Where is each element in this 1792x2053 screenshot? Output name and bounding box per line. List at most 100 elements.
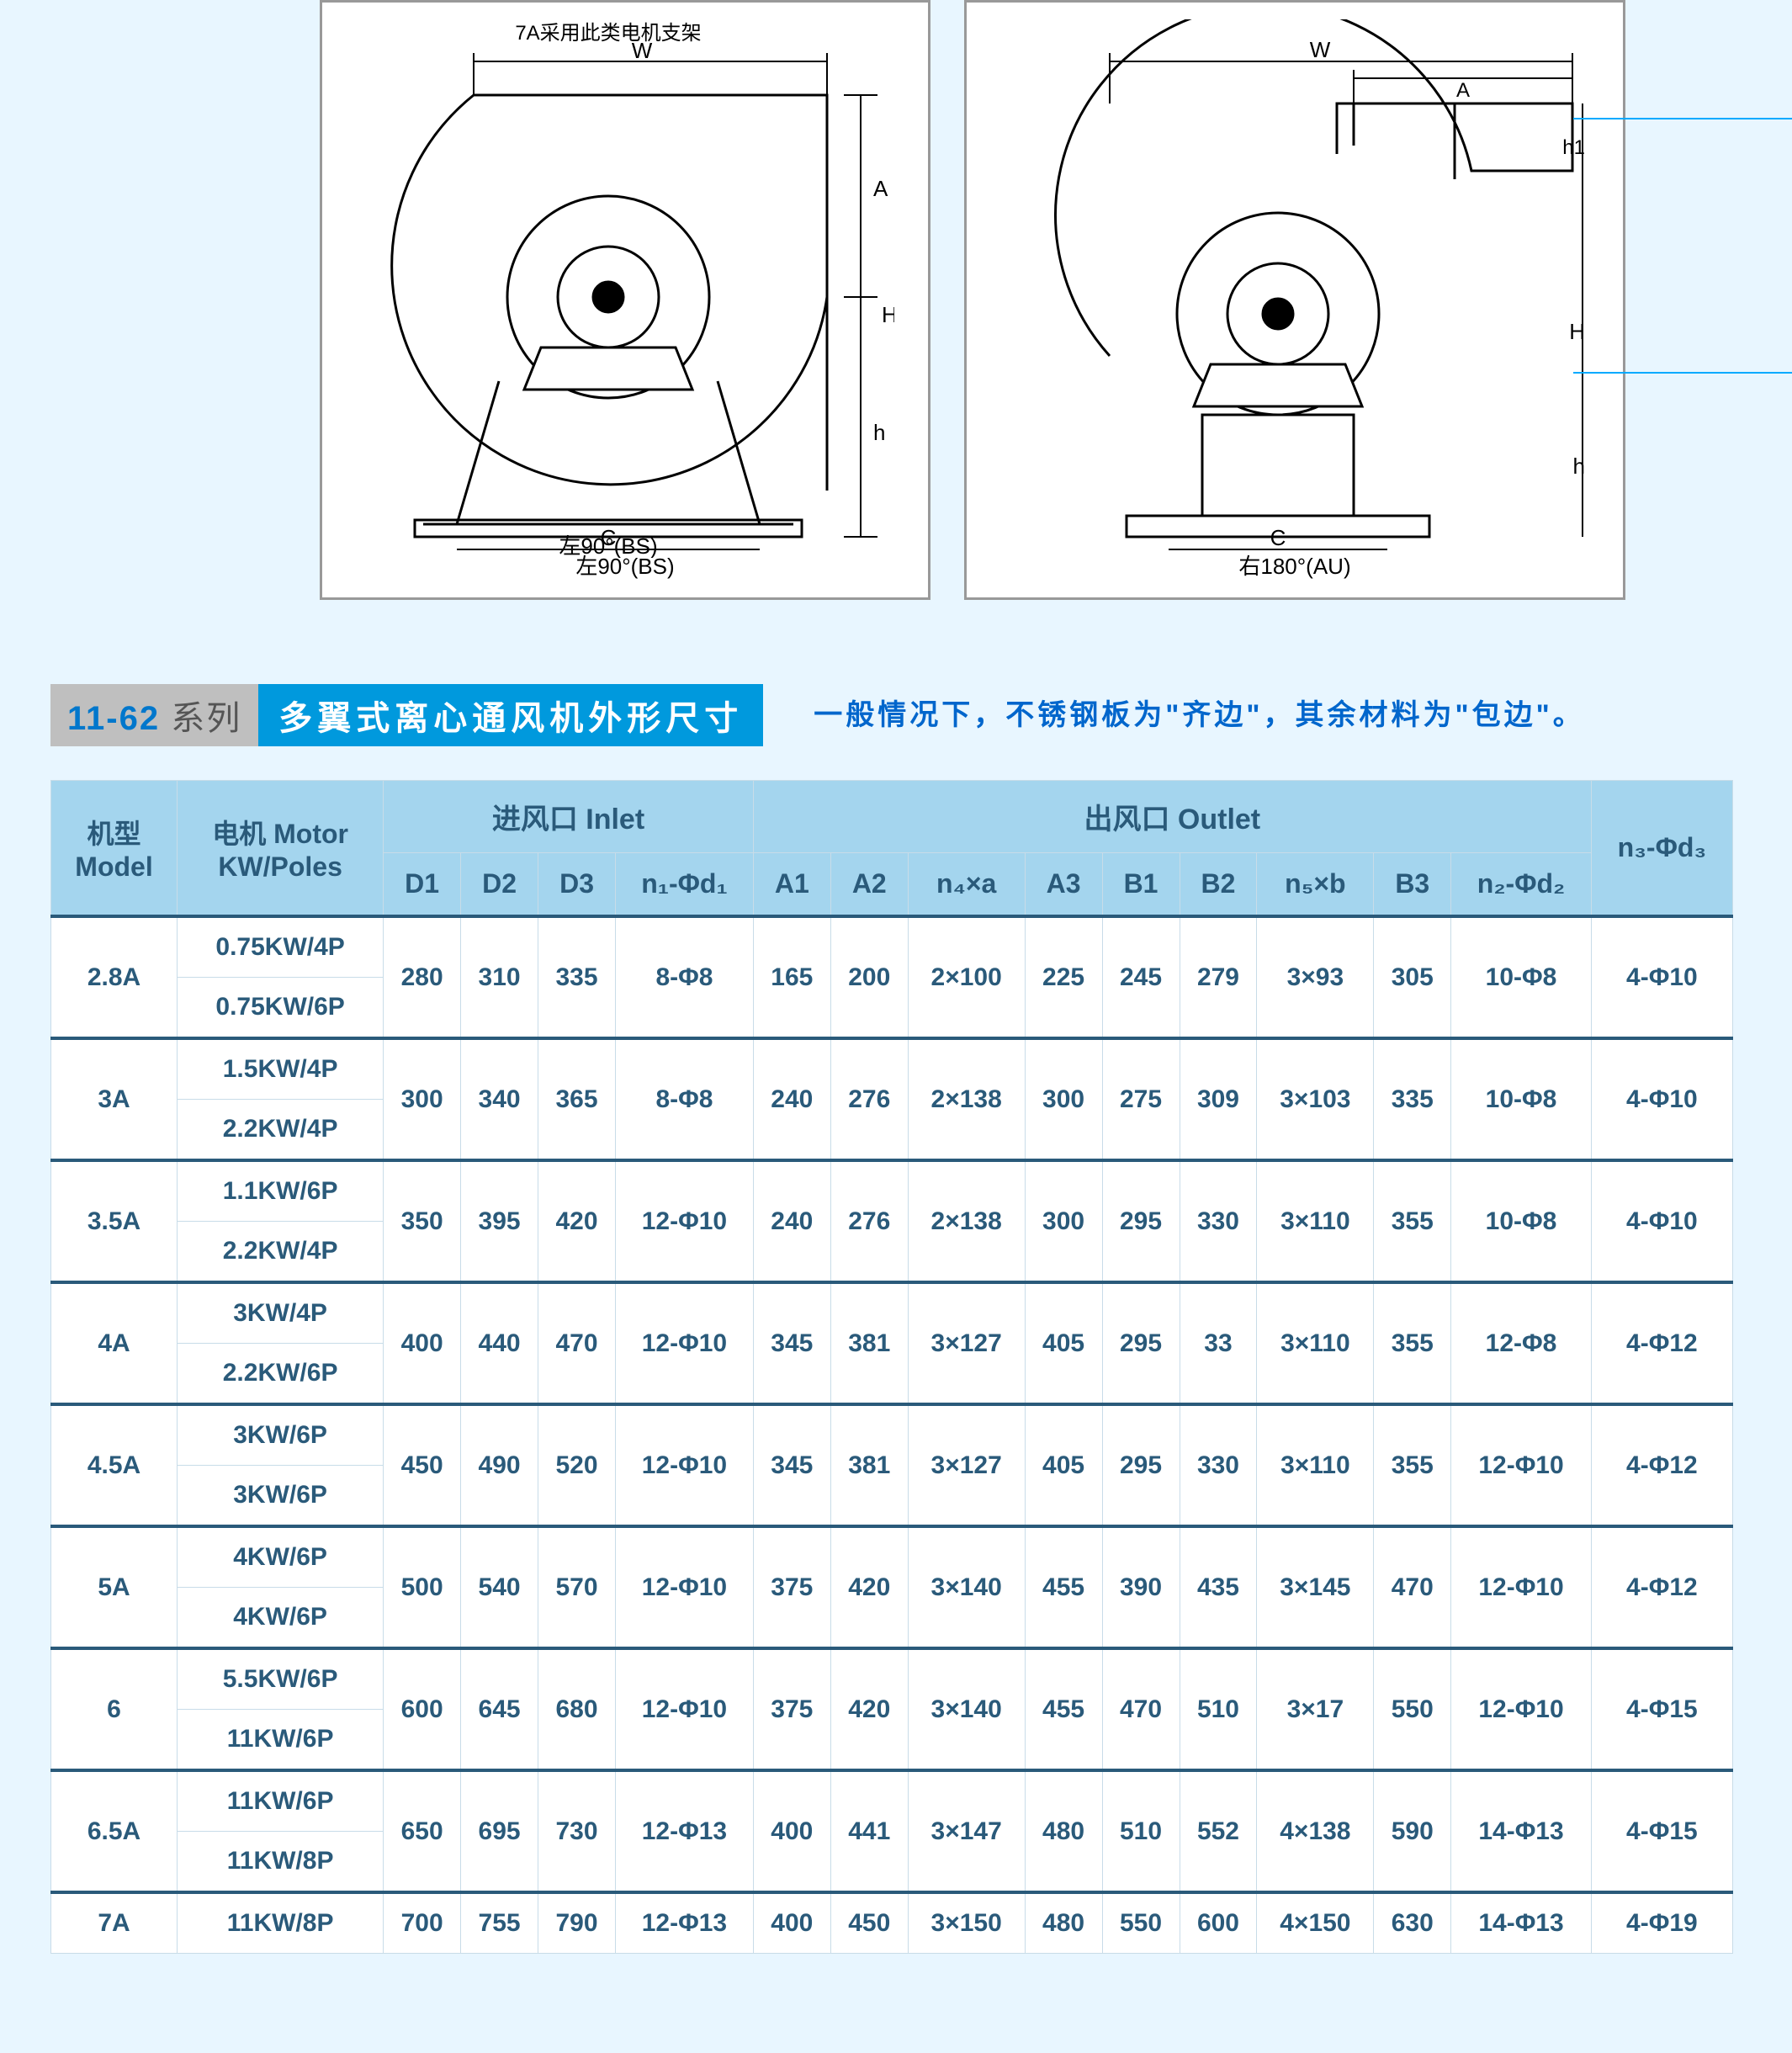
cell-B2: 552 bbox=[1180, 1770, 1257, 1892]
cell-model: 6 bbox=[51, 1648, 178, 1770]
cell-n1: 12-Φ10 bbox=[616, 1160, 754, 1282]
cell-B1: 550 bbox=[1102, 1892, 1180, 1954]
cell-D3: 520 bbox=[538, 1404, 616, 1526]
cell-D3: 470 bbox=[538, 1282, 616, 1404]
cell-A2: 450 bbox=[830, 1892, 908, 1954]
dim-h-r: h bbox=[1573, 454, 1585, 479]
cell-A2: 276 bbox=[830, 1160, 908, 1282]
cell-n2: 14-Φ13 bbox=[1451, 1892, 1592, 1954]
cell-D1: 350 bbox=[384, 1160, 461, 1282]
cell-n4a: 3×150 bbox=[908, 1892, 1025, 1954]
series-prefix: 11-62 bbox=[67, 700, 160, 737]
cell-D2: 340 bbox=[461, 1038, 538, 1160]
dim-H-r: H bbox=[1569, 319, 1585, 344]
cell-D1: 400 bbox=[384, 1282, 461, 1404]
cell-n5b: 3×93 bbox=[1257, 916, 1374, 1038]
cell-n2: 12-Φ8 bbox=[1451, 1282, 1592, 1404]
cell-A2: 441 bbox=[830, 1770, 908, 1892]
cell-motor: 2.2KW/6P bbox=[178, 1344, 384, 1405]
th-sub: A3 bbox=[1025, 853, 1102, 917]
dim-A-r: A bbox=[1456, 79, 1470, 102]
cell-n3: 4-Φ15 bbox=[1591, 1648, 1732, 1770]
cell-B1: 510 bbox=[1102, 1770, 1180, 1892]
cell-model: 5A bbox=[51, 1526, 178, 1648]
cell-n1: 8-Φ8 bbox=[616, 916, 754, 1038]
cell-motor: 3KW/6P bbox=[178, 1404, 384, 1466]
cell-D3: 790 bbox=[538, 1892, 616, 1954]
th-sub: B2 bbox=[1180, 853, 1257, 917]
cell-D1: 700 bbox=[384, 1892, 461, 1954]
th-sub: A1 bbox=[753, 853, 830, 917]
cell-A3: 405 bbox=[1025, 1404, 1102, 1526]
cell-motor: 11KW/6P bbox=[178, 1770, 384, 1832]
diagram-left-caption: 左90°(BS) bbox=[356, 549, 894, 581]
cell-B2: 600 bbox=[1180, 1892, 1257, 1954]
cell-D2: 395 bbox=[461, 1160, 538, 1282]
cell-B2: 309 bbox=[1180, 1038, 1257, 1160]
cell-B1: 470 bbox=[1102, 1648, 1180, 1770]
cell-D3: 365 bbox=[538, 1038, 616, 1160]
cell-model: 3.5A bbox=[51, 1160, 178, 1282]
cell-n1: 12-Φ10 bbox=[616, 1648, 754, 1770]
cell-B2: 33 bbox=[1180, 1282, 1257, 1404]
section-note: 一般情况下，不锈钢板为"齐边"，其余材料为"包边"。 bbox=[814, 697, 1792, 734]
th-sub: D3 bbox=[538, 853, 616, 917]
cell-motor: 1.5KW/4P bbox=[178, 1038, 384, 1100]
diagrams-row: W 7A采用此类电机支架 A H h C 左90°(BS) bbox=[0, 0, 1792, 650]
cell-D2: 540 bbox=[461, 1526, 538, 1648]
cell-A1: 375 bbox=[753, 1648, 830, 1770]
cell-B1: 390 bbox=[1102, 1526, 1180, 1648]
cell-A1: 345 bbox=[753, 1404, 830, 1526]
cell-A3: 225 bbox=[1025, 916, 1102, 1038]
cell-n2: 12-Φ10 bbox=[1451, 1404, 1592, 1526]
cell-B3: 355 bbox=[1374, 1160, 1451, 1282]
cell-n5b: 3×17 bbox=[1257, 1648, 1374, 1770]
cell-n2: 10-Φ8 bbox=[1451, 1160, 1592, 1282]
cell-motor: 11KW/8P bbox=[178, 1892, 384, 1954]
series-suffix: 系列 bbox=[171, 700, 241, 737]
cell-n4a: 3×127 bbox=[908, 1404, 1025, 1526]
cell-n3: 4-Φ12 bbox=[1591, 1282, 1732, 1404]
cell-n2: 10-Φ8 bbox=[1451, 916, 1592, 1038]
diagram-right-caption: 右180°(AU) bbox=[1000, 549, 1589, 581]
cell-B3: 305 bbox=[1374, 916, 1451, 1038]
cell-n5b: 3×145 bbox=[1257, 1526, 1374, 1648]
cell-D2: 440 bbox=[461, 1282, 538, 1404]
cell-D3: 570 bbox=[538, 1526, 616, 1648]
cell-n3: 4-Φ10 bbox=[1591, 1038, 1732, 1160]
cell-D1: 280 bbox=[384, 916, 461, 1038]
th-sub: A2 bbox=[830, 853, 908, 917]
cell-motor: 0.75KW/6P bbox=[178, 978, 384, 1039]
th-sub: D2 bbox=[461, 853, 538, 917]
cell-D1: 500 bbox=[384, 1526, 461, 1648]
cell-n5b: 3×110 bbox=[1257, 1404, 1374, 1526]
dim-H: H bbox=[882, 302, 894, 327]
cell-B2: 510 bbox=[1180, 1648, 1257, 1770]
cell-A3: 480 bbox=[1025, 1892, 1102, 1954]
cell-n1: 8-Φ8 bbox=[616, 1038, 754, 1160]
th-inlet: 进风口 Inlet bbox=[384, 781, 754, 853]
cell-motor: 2.2KW/4P bbox=[178, 1100, 384, 1161]
th-sub: n₄×a bbox=[908, 853, 1025, 917]
th-n3: n₃-Φd₃ bbox=[1591, 781, 1732, 917]
cell-B3: 550 bbox=[1374, 1648, 1451, 1770]
dim-C-r: C bbox=[1270, 525, 1286, 550]
dim-h: h bbox=[873, 420, 885, 445]
cell-n3: 4-Φ15 bbox=[1591, 1770, 1732, 1892]
cell-D2: 755 bbox=[461, 1892, 538, 1954]
cell-n3: 4-Φ10 bbox=[1591, 1160, 1732, 1282]
cell-n4a: 3×147 bbox=[908, 1770, 1025, 1892]
section-title: 多翼式离心通风机外形尺寸 bbox=[258, 684, 763, 746]
cell-B3: 355 bbox=[1374, 1282, 1451, 1404]
cell-A1: 400 bbox=[753, 1770, 830, 1892]
cell-D3: 730 bbox=[538, 1770, 616, 1892]
cell-B1: 295 bbox=[1102, 1404, 1180, 1526]
cell-model: 2.8A bbox=[51, 916, 178, 1038]
cell-n5b: 4×138 bbox=[1257, 1770, 1374, 1892]
th-sub: B1 bbox=[1102, 853, 1180, 917]
cell-n4a: 2×138 bbox=[908, 1038, 1025, 1160]
cell-D1: 300 bbox=[384, 1038, 461, 1160]
th-sub: n₅×b bbox=[1257, 853, 1374, 917]
cell-n2: 12-Φ10 bbox=[1451, 1526, 1592, 1648]
cell-n4a: 3×140 bbox=[908, 1648, 1025, 1770]
